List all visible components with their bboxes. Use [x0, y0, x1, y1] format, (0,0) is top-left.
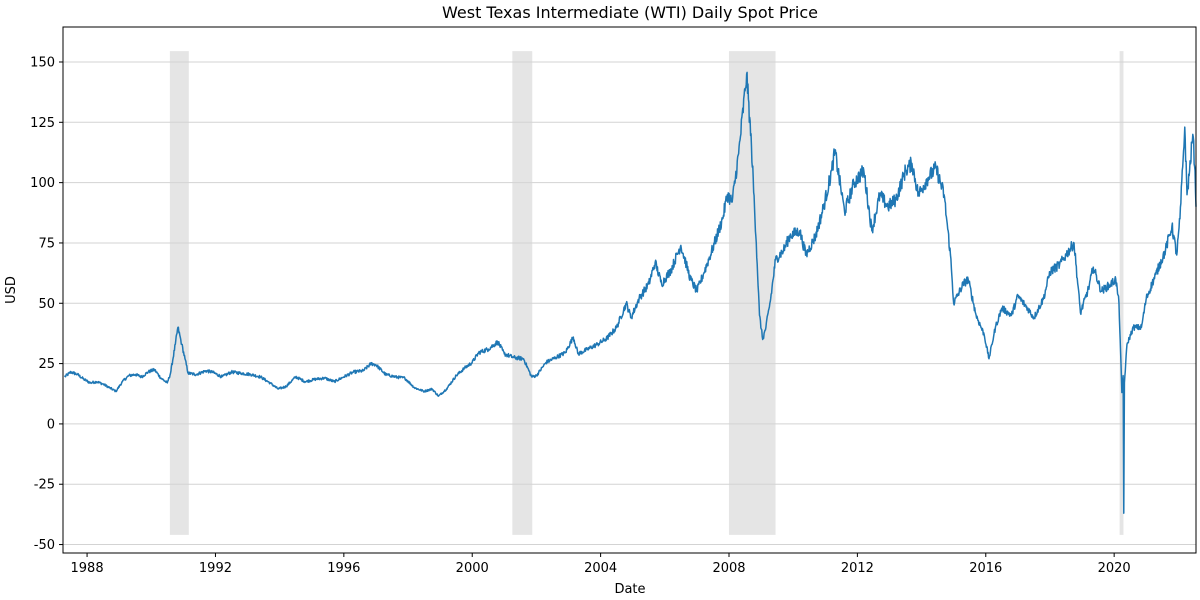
recession-shade: [1119, 51, 1124, 535]
y-tick-label: 125: [30, 116, 55, 131]
y-tick-label: 50: [38, 297, 55, 312]
recession-shade: [728, 51, 776, 535]
x-tick-label: 2004: [584, 561, 617, 576]
x-tick-label: 2020: [1098, 561, 1131, 576]
recession-shade: [169, 51, 189, 535]
chart-title: West Texas Intermediate (WTI) Daily Spot…: [442, 3, 818, 22]
x-tick-label: 2000: [456, 561, 489, 576]
y-tick-label: 25: [38, 357, 55, 372]
y-tick-label: 150: [30, 55, 55, 70]
x-tick-label: 1992: [199, 561, 232, 576]
y-tick-label: -50: [34, 538, 55, 553]
y-axis-label: USD: [4, 276, 19, 304]
x-tick-label: 2016: [969, 561, 1002, 576]
x-tick-label: 2008: [712, 561, 745, 576]
y-tick-label: 0: [47, 417, 55, 432]
y-tick-label: 75: [38, 236, 55, 251]
recession-shade: [512, 51, 533, 535]
price-line: [63, 71, 1197, 514]
plot-area: -50 -25 0 25 50 75 100 125 150 1988 1992 1996 2000 20…: [30, 26, 1197, 576]
axes-frame: [62, 26, 1197, 554]
y-tick-label: -25: [34, 478, 55, 493]
x-tick-label: 1988: [71, 561, 104, 576]
x-tick-label: 1996: [327, 561, 360, 576]
y-tick-label: 100: [30, 176, 55, 191]
x-axis-label: Date: [614, 582, 645, 597]
x-tick-label: 2012: [841, 561, 874, 576]
